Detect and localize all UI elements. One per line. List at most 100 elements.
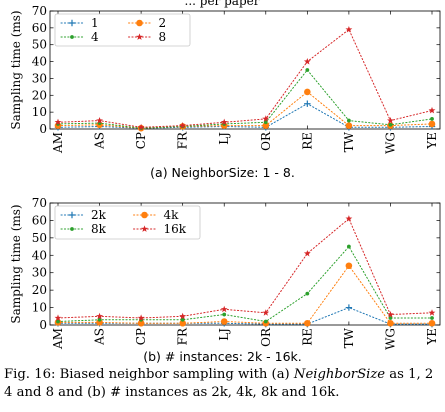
- data-point-4k: [179, 319, 186, 327]
- data-point-2: [304, 88, 311, 96]
- y-tick-label: 30: [32, 71, 47, 85]
- y-tick-label: 60: [32, 21, 47, 35]
- y-tick-label: 60: [32, 213, 47, 227]
- x-tick-label: YE: [425, 132, 439, 150]
- series-line-16k: [57, 217, 433, 319]
- data-point-4: [430, 116, 434, 121]
- x-tick-label: LJ: [217, 132, 231, 145]
- legend-label-8: 8: [159, 30, 167, 44]
- plot-frame: [49, 10, 441, 130]
- data-point-16k: [428, 309, 436, 316]
- x-tick-label: AS: [93, 132, 107, 150]
- legend-label-2k: 2k: [91, 208, 107, 222]
- data-point-8: [137, 123, 145, 131]
- x-tick-label: CP: [134, 328, 148, 345]
- series-line-4: [57, 69, 433, 129]
- data-point-8k: [56, 319, 60, 324]
- x-tick-label: AM: [51, 328, 65, 350]
- series-line-1: [57, 103, 433, 129]
- x-tick-label: AS: [93, 328, 107, 346]
- y-tick-label: 70: [32, 196, 47, 210]
- data-point-2: [345, 122, 353, 129]
- data-point-8: [345, 25, 353, 33]
- data-point-4k: [428, 319, 436, 327]
- figure-caption-emphasis: NeighborSize: [293, 367, 386, 382]
- y-tick-label: 70: [32, 4, 47, 18]
- legend-marker-2k: [68, 211, 76, 219]
- y-tick-label: 10: [32, 301, 47, 315]
- data-point-4k: [96, 319, 103, 326]
- y-axis-label: Sampling time (ms): [9, 10, 23, 129]
- legend-marker-1: [68, 19, 76, 27]
- data-point-1: [304, 100, 311, 107]
- top-text-fragment: ... per paper: [185, 0, 260, 8]
- data-point-16k: [345, 215, 353, 222]
- x-tick-label: AM: [51, 132, 65, 154]
- legend-marker-16k: [141, 225, 148, 232]
- data-point-4k: [345, 262, 353, 270]
- x-tick-label: RE: [300, 132, 314, 150]
- legend-label-2: 2: [159, 16, 167, 30]
- data-point-16k: [54, 314, 62, 321]
- data-point-8: [387, 116, 394, 124]
- y-tick-label: 0: [39, 122, 47, 136]
- data-point-4k: [137, 319, 145, 327]
- legend-marker-4k: [141, 211, 148, 219]
- x-tick-label: OR: [259, 327, 273, 347]
- x-tick-label: TW: [342, 131, 356, 152]
- data-point-16k: [137, 314, 145, 321]
- data-point-4: [388, 122, 393, 127]
- y-tick-label: 50: [32, 38, 47, 52]
- chart-neighborsize: 0 10 20 30 40 50 60 70 AM AS CP FR LJ OR RE TW WG YE Sampl…: [9, 4, 441, 154]
- x-tick-label: FR: [176, 327, 190, 345]
- legend-marker-2: [136, 19, 143, 27]
- x-tick-label: LJ: [217, 328, 231, 341]
- data-point-8k: [97, 317, 102, 322]
- data-point-8k: [346, 244, 351, 249]
- data-point-4: [263, 120, 268, 125]
- legend-label-1: 1: [91, 16, 99, 30]
- y-tick-label: 0: [39, 318, 47, 332]
- data-point-4k: [304, 319, 311, 327]
- data-point-4k: [220, 318, 228, 325]
- legend-label-4: 4: [91, 30, 99, 44]
- y-tick-label: 30: [32, 266, 47, 280]
- subcaption-b: (b) # instances: 2k - 16k.: [143, 349, 302, 364]
- x-tick-label: WG: [383, 132, 397, 154]
- figure-caption-text-2: as 1, 2 4 and 8 and (b) # instances as 2…: [4, 367, 434, 400]
- data-point-8: [303, 57, 311, 65]
- data-point-16k: [220, 305, 228, 313]
- chart-instances: 0 10 20 30 40 50 60 70 AM AS CP FR LJ OR RE TW WG YE Sampl…: [9, 196, 441, 350]
- data-point-2: [262, 122, 270, 129]
- x-tick-label: YE: [425, 328, 439, 346]
- data-point-8k: [222, 312, 227, 317]
- legend-box: [54, 205, 201, 240]
- data-point-4: [305, 68, 310, 72]
- data-point-16k: [303, 249, 311, 257]
- legend-marker-8k: [70, 227, 74, 231]
- figure-caption: Fig. 16: Biased neighbor sampling with (…: [4, 366, 441, 402]
- data-point-16k: [387, 310, 394, 318]
- y-tick-label: 20: [32, 88, 47, 102]
- data-point-2: [428, 120, 436, 128]
- data-point-8: [179, 122, 187, 129]
- x-tick-label: WG: [383, 328, 397, 350]
- data-point-8k: [305, 291, 310, 296]
- legend-marker-8: [136, 33, 143, 40]
- data-point-8k: [388, 316, 393, 320]
- figure-caption-label: Fig. 16:: [4, 367, 56, 382]
- legend-box: [54, 13, 191, 47]
- data-point-8: [96, 116, 103, 124]
- x-tick-label: FR: [176, 131, 190, 149]
- legend-marker-4: [70, 35, 74, 39]
- series-line-2: [57, 91, 433, 129]
- data-point-8: [54, 118, 62, 126]
- x-tick-label: TW: [342, 327, 356, 348]
- data-point-8: [262, 115, 270, 122]
- data-point-8k: [180, 317, 185, 322]
- data-point-2k: [345, 304, 353, 311]
- data-point-16k: [262, 309, 270, 316]
- data-point-16k: [179, 312, 187, 320]
- subcaption-a: (a) NeighborSize: 1 - 8.: [150, 165, 295, 180]
